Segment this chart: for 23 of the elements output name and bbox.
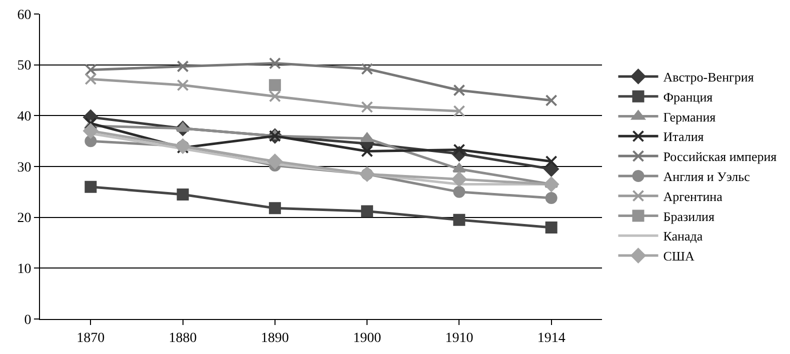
legend-label: Франция (663, 89, 713, 104)
y-tick-label: 20 (17, 211, 32, 226)
y-tick-label: 60 (17, 8, 32, 23)
y-tick-label: 0 (24, 312, 32, 328)
x-tick-label: 1880 (168, 330, 197, 346)
y-tick-label: 50 (17, 58, 32, 74)
legend-label: Австро-Венгрия (663, 70, 754, 85)
legend-label: Италия (663, 129, 704, 144)
x-tick-label: 1870 (76, 330, 105, 346)
legend-label: Бразилия (663, 208, 715, 224)
y-tick-label: 30 (17, 160, 32, 176)
x-tick-label: 1914 (537, 330, 566, 346)
x-tick-label: 1900 (353, 330, 382, 346)
x-tick-label: 1890 (260, 330, 289, 346)
legend-label: Англия и Уэльс (663, 169, 750, 184)
legend-label: Германия (663, 109, 716, 124)
legend-label: США (663, 248, 696, 264)
y-tick-label: 10 (17, 262, 32, 278)
y-tick-label: 40 (17, 110, 32, 125)
legend-label: Российская империя (663, 149, 777, 164)
legend-label: Аргентина (663, 188, 723, 204)
legend-label: Канада (663, 228, 703, 244)
x-tick-label: 1910 (445, 330, 474, 346)
